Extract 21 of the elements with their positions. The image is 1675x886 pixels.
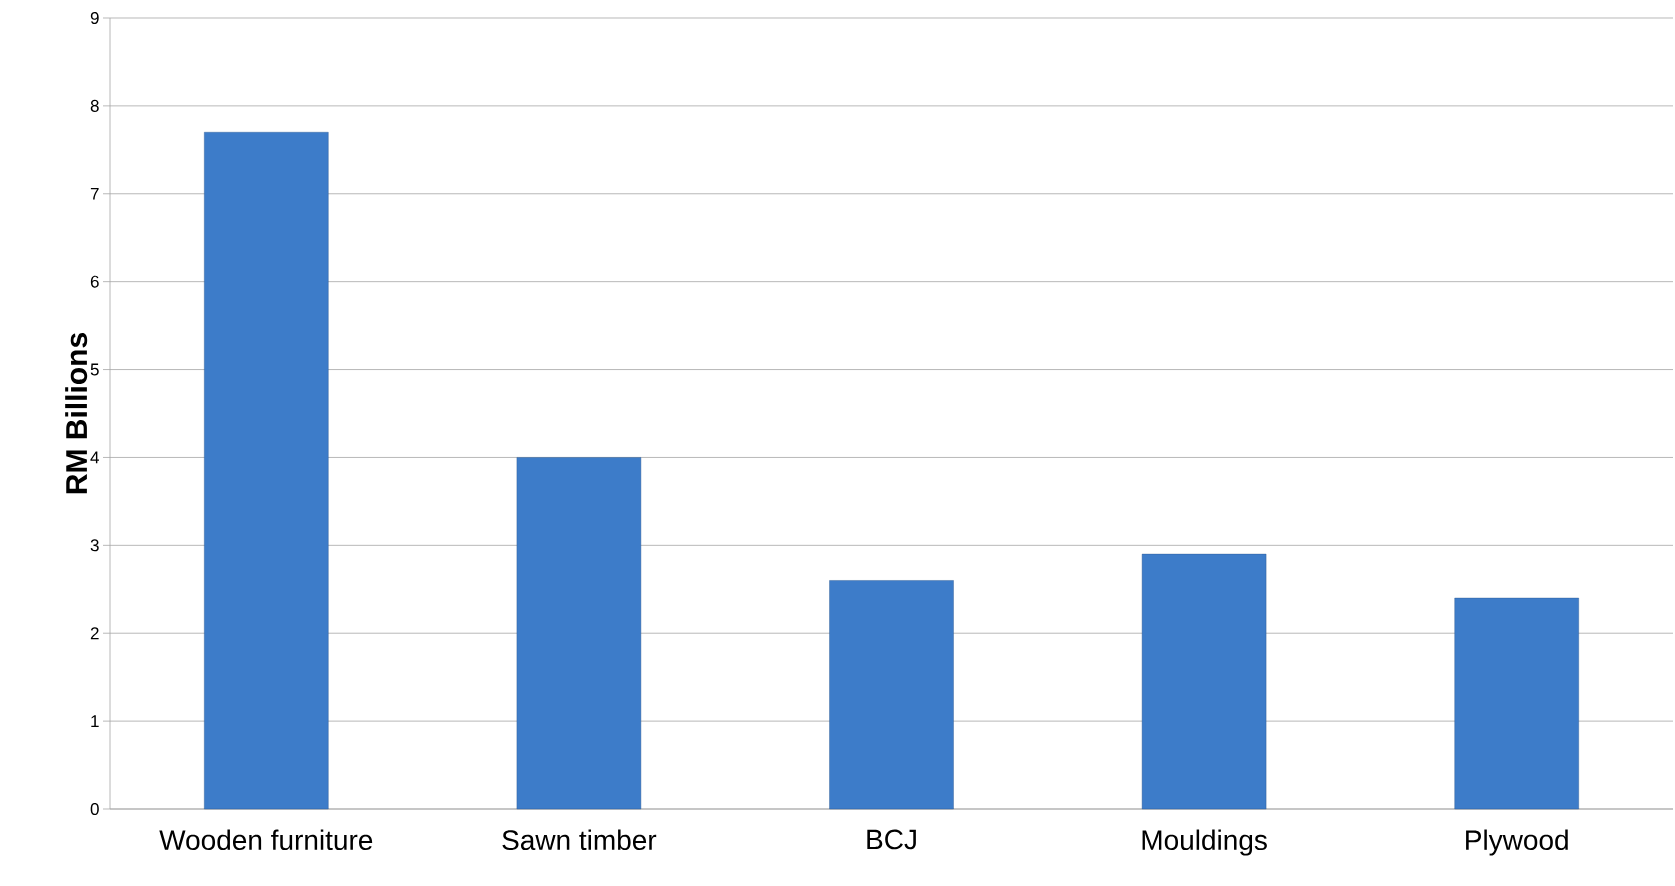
y-tick-label: 1 xyxy=(91,715,99,727)
y-tick-label: 3 xyxy=(90,539,99,552)
y-tick-label: 8 xyxy=(90,99,99,112)
x-tick-label: BCJ xyxy=(867,829,916,850)
bar xyxy=(1141,553,1267,810)
y-tick-label: 9 xyxy=(90,11,99,25)
y-tick-label: 7 xyxy=(90,187,99,200)
y-tick-label: 2 xyxy=(90,627,99,640)
bar xyxy=(1454,597,1579,810)
y-axis-title: RM Billions xyxy=(65,333,88,494)
x-tick-label: Mouldings xyxy=(1142,829,1267,856)
x-tick-label: Wooden furniture xyxy=(159,829,373,851)
bar xyxy=(829,580,954,810)
y-tick-label: 6 xyxy=(90,275,99,288)
y-tick-label: 5 xyxy=(90,363,99,376)
y-tick-label: 4 xyxy=(90,451,99,464)
bar xyxy=(516,457,642,810)
x-tick-label: Sawn timber xyxy=(502,829,657,851)
y-tick-label: 0 xyxy=(90,802,99,816)
x-tick-label: Plywood xyxy=(1466,829,1568,856)
bar xyxy=(204,132,329,810)
